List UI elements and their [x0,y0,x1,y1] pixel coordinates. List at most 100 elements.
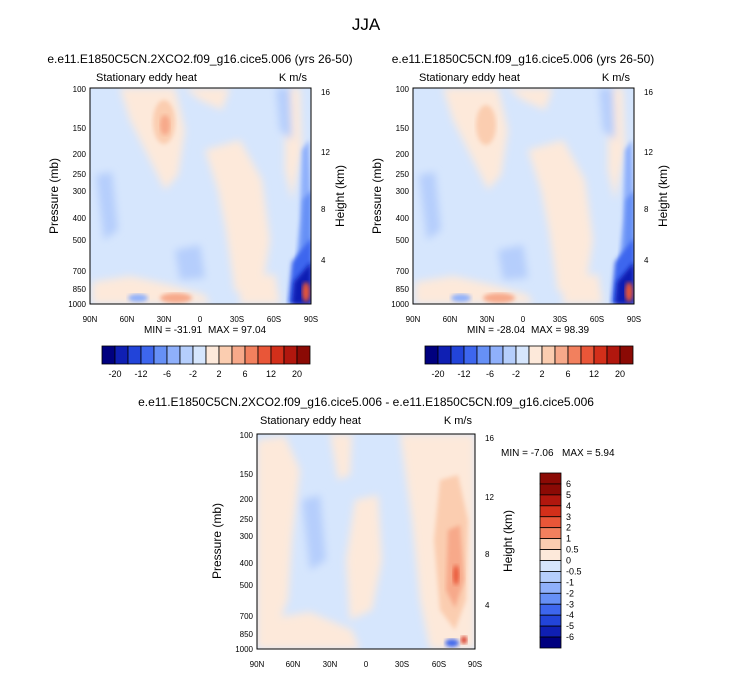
colorbar-swatch [244,345,259,365]
colorbar-swatch [231,345,246,365]
max-label: MAX = 98.39 [531,325,590,336]
y-axis-height: 16 12 8 4 [321,88,330,265]
colorbar-tick-label: -2 [512,369,520,379]
y-tick-label: 850 [396,285,410,294]
y2-tick-label: 16 [485,434,494,443]
colorbar-swatch [489,345,504,365]
colorbar-tick-label: -6 [486,369,494,379]
colorbar-swatch [101,345,116,365]
y-tick-label: 250 [396,170,410,179]
min-label: MIN = -7.06 [501,448,554,459]
min-label: MIN = -31.91 [144,325,203,336]
max-label: MAX = 5.94 [562,448,615,459]
y-tick-label: 150 [240,470,254,479]
colorbar-tick-label: -6 [566,632,574,642]
y-tick-label: 250 [240,515,254,524]
colorbar-tick-label: 20 [615,369,625,379]
colorbar-swatch [593,345,608,365]
colorbar-swatch [476,345,491,365]
y-tick-label: 700 [240,612,254,621]
colorbar-tick-label: 2 [539,369,544,379]
y-tick-label: 150 [73,124,87,133]
colorbar-swatch [539,571,562,583]
colorbar-swatch [539,560,562,572]
colorbar-swatch [257,345,272,365]
x-tick-label: 0 [521,315,526,324]
y2-tick-label: 4 [644,256,649,265]
y-tick-label: 100 [396,85,410,94]
colorbar-tick-label: 3 [566,512,571,522]
y-axis-pressure: 100 150 200 250 300 400 500 700 850 1000 [391,85,409,309]
x-axis: 90N 60N 30N 0 30S 60S 90S [250,660,482,669]
y2-tick-label: 8 [321,205,326,214]
colorbar-swatch [515,345,530,365]
colorbar-swatch [554,345,569,365]
colorbar-swatch [140,345,155,365]
y2-axis-label: Height (km) [333,165,347,227]
contour-field [257,434,475,649]
plot-frame [412,87,635,305]
colorbar-swatch [539,505,562,518]
colorbar-swatch [502,345,517,365]
colorbar-swatch [539,592,562,605]
colorbar-swatch [539,494,562,507]
colorbar-swatch [166,345,181,365]
colorbar-swatch [463,345,478,365]
colorbar-swatch [539,636,562,649]
y-tick-label: 200 [73,150,87,159]
colorbar-swatch [218,345,233,365]
x-tick-label: 90S [304,315,318,324]
colorbar-swatch [539,625,562,638]
x-tick-label: 30S [230,315,244,324]
y-axis-height: 16 12 8 4 [644,88,653,265]
colorbar-swatch [539,614,562,627]
panel-subtitle-right: K m/s [602,72,631,84]
colorbar-swatch [437,345,452,365]
colorbar-tick-label: -2 [189,369,197,379]
x-tick-label: 90S [468,660,482,669]
x-tick-label: 60S [590,315,604,324]
y-tick-label: 700 [396,267,410,276]
y2-tick-label: 16 [644,88,653,97]
x-tick-label: 0 [364,660,369,669]
y-tick-label: 850 [73,285,87,294]
colorbar-swatch [619,345,634,365]
y-tick-label: 700 [73,267,87,276]
y-tick-label: 1000 [391,300,409,309]
panel-subtitle-left: Stationary eddy heat [96,72,197,84]
y-tick-label: 300 [240,532,254,541]
y2-axis-label: Height (km) [656,165,670,227]
plot-frame [256,433,476,650]
x-tick-label: 60N [120,315,135,324]
colorbar-swatch [567,345,582,365]
y-tick-label: 1000 [68,300,86,309]
y-tick-label: 500 [73,236,87,245]
figure-title: JJA [352,15,381,34]
colorbar-tick-label: -4 [566,610,574,620]
x-tick-label: 60N [443,315,458,324]
panel-control: e.e11.E1850C5CN.f09_g16.cice5.006 (yrs 2… [370,52,670,379]
colorbar-swatch [539,483,562,496]
y-tick-label: 150 [396,124,410,133]
colorbar-swatch [205,345,220,365]
colorbar-swatch [528,345,543,365]
y-tick-label: 100 [73,85,87,94]
x-tick-label: 30N [157,315,172,324]
y2-axis-label: Height (km) [501,510,515,572]
colorbar: -20 -12 -6 -2 2 6 12 20 [101,345,311,379]
panel-subtitle-left: Stationary eddy heat [419,72,520,84]
plot-frame [89,87,312,305]
y-axis-label: Pressure (mb) [47,158,61,234]
colorbar-tick-label: 6 [566,479,571,489]
colorbar-tick-label: 2 [566,523,571,533]
y2-tick-label: 16 [321,88,330,97]
y-tick-label: 200 [396,150,410,159]
x-tick-label: 60N [286,660,301,669]
colorbar: -20 -12 -6 -2 2 6 12 20 [424,345,634,379]
y-tick-label: 850 [240,630,254,639]
colorbar-swatch [192,345,207,365]
y-tick-label: 400 [240,559,254,568]
x-tick-label: 90N [406,315,421,324]
contour-field [413,88,634,304]
